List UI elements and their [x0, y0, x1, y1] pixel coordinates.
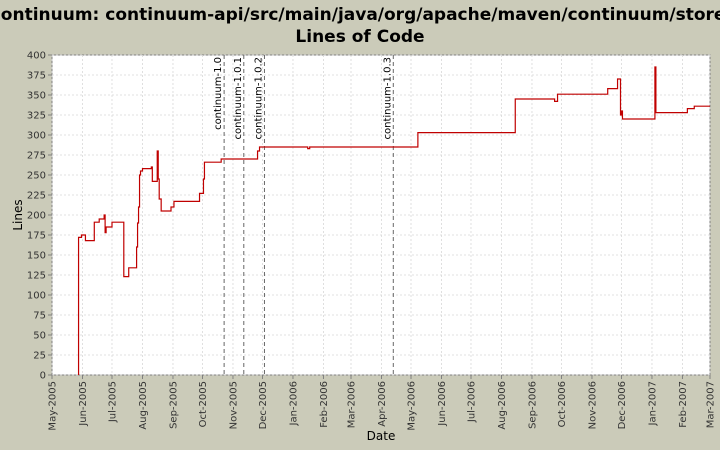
- x-axis: May-2005 Jun-2005 Jul-2005 Aug-2005 Sep-2005…: [48, 375, 717, 431]
- y-tick-label: 25: [33, 351, 46, 362]
- x-tick-label: Nov-2006: [587, 381, 598, 429]
- x-tick-label: Mar-2006: [347, 381, 358, 428]
- y-tick-label: 100: [27, 291, 46, 302]
- x-tick-label: Jul-2006: [466, 381, 477, 423]
- y-tick-label: 350: [27, 91, 46, 102]
- x-tick-label: May-2005: [48, 381, 59, 431]
- grid: [51, 54, 711, 376]
- y-tick-label: 225: [27, 191, 46, 202]
- y-axis-label: Lines: [11, 199, 25, 230]
- x-tick-label: Jul-2005: [107, 381, 118, 423]
- x-tick-label: Mar-2007: [706, 381, 717, 428]
- release-marker-label: continuum-1.0.1: [233, 57, 244, 139]
- y-tick-label: 75: [33, 311, 46, 322]
- y-tick-label: 400: [27, 51, 46, 62]
- x-axis-label: Date: [367, 429, 396, 443]
- y-tick-label: 275: [27, 151, 46, 162]
- release-marker-label: continuum-1.0: [213, 57, 224, 130]
- y-axis: 0 25 50 75 100 125 150 175 200 225 250 275 300 325 350…: [27, 51, 52, 382]
- series-line: [77, 66, 710, 375]
- x-tick-label: May-2006: [406, 381, 417, 431]
- x-tick-label: Feb-2006: [319, 381, 330, 428]
- x-tick-label: Dec-2005: [258, 381, 269, 429]
- x-tick-label: Jan-2007: [647, 381, 658, 426]
- x-tick-label: Oct-2005: [198, 381, 209, 427]
- x-tick-label: Jan-2006: [288, 381, 299, 426]
- y-tick-label: 0: [40, 371, 46, 382]
- y-tick-label: 200: [27, 211, 46, 222]
- x-tick-label: Sep-2006: [527, 381, 538, 429]
- x-tick-label: Dec-2006: [617, 381, 628, 429]
- release-markers: continuum-1.0 continuum-1.0.1 continuum-1.…: [213, 55, 394, 375]
- x-tick-label: Feb-2007: [678, 381, 689, 428]
- release-marker-label: continuum-1.0.2: [253, 57, 264, 139]
- release-marker-label: continuum-1.0.3: [382, 57, 393, 139]
- x-tick-label: Apr-2006: [377, 381, 388, 427]
- x-tick-label: Aug-2006: [497, 381, 508, 430]
- x-tick-label: Sep-2005: [168, 381, 179, 429]
- y-tick-label: 175: [27, 231, 46, 242]
- y-tick-label: 125: [27, 271, 46, 282]
- x-tick-label: Oct-2006: [557, 381, 568, 427]
- y-tick-label: 250: [27, 171, 46, 182]
- x-tick-label: Aug-2005: [138, 381, 149, 430]
- chart-subtitle: Lines of Code: [295, 27, 424, 47]
- y-tick-label: 300: [27, 131, 46, 142]
- y-tick-label: 50: [33, 331, 46, 342]
- y-tick-label: 325: [27, 111, 46, 122]
- x-tick-label: Jun-2006: [437, 381, 448, 427]
- y-tick-label: 150: [27, 251, 46, 262]
- chart-title: Continuum: continuum-api/src/main/java/o…: [0, 5, 720, 25]
- x-tick-label: Nov-2005: [228, 381, 239, 429]
- y-tick-label: 375: [27, 71, 46, 82]
- series-layer: [77, 66, 710, 375]
- x-tick-label: Jun-2005: [78, 381, 89, 427]
